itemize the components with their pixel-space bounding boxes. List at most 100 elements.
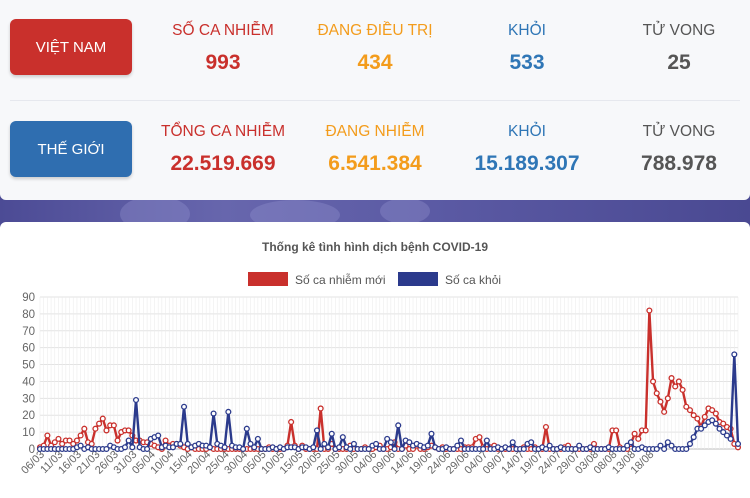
data-point-0 <box>92 425 99 432</box>
data-point-1 <box>428 430 435 437</box>
data-point-1 <box>661 445 668 453</box>
y-tick-label: 0 <box>29 444 35 456</box>
vn-treating-value: 434 <box>357 51 393 74</box>
world-deaths-stat: TỬ VONG 788.978 <box>599 101 750 176</box>
stats-divider <box>10 100 740 101</box>
world-cases-stat: TỔNG CA NHIỄM 22.519.669 <box>143 101 303 176</box>
data-point-0 <box>66 437 73 444</box>
data-point-1 <box>450 445 457 453</box>
data-point-0 <box>712 410 719 417</box>
data-point-1 <box>716 425 723 432</box>
data-point-0 <box>690 412 697 419</box>
data-point-1 <box>528 439 535 446</box>
data-point-0 <box>642 427 649 434</box>
data-point-1 <box>698 425 705 432</box>
y-tick-label: 80 <box>22 309 35 321</box>
world-recovered-stat: KHỎI 15.189.307 <box>447 101 607 176</box>
world-cases-label: TỔNG CA NHIỄM <box>160 123 285 140</box>
data-point-1 <box>624 442 631 449</box>
vietnam-stats-row: VIỆT NAM SỐ CA NHIỄM 993 ĐANG ĐIỀU TRỊ 4… <box>0 0 750 100</box>
data-point-1 <box>77 442 84 449</box>
data-point-1 <box>350 440 357 447</box>
y-tick-label: 30 <box>22 393 35 405</box>
data-point-0 <box>613 427 620 434</box>
data-point-1 <box>240 445 247 453</box>
data-point-1 <box>210 410 217 417</box>
data-point-0 <box>631 430 638 437</box>
data-point-1 <box>180 403 188 410</box>
chart-title: Thống kê tình hình dịch bệnh COVID-19 <box>262 240 488 254</box>
data-point-1 <box>683 445 690 453</box>
legend-label-0: Số ca nhiễm mới <box>295 272 386 287</box>
data-point-0 <box>114 437 121 444</box>
legend-swatch-0 <box>248 272 288 286</box>
data-point-1 <box>251 444 258 451</box>
data-point-0 <box>701 413 708 420</box>
world-active-value: 6.541.384 <box>328 152 422 175</box>
data-point-0 <box>542 423 550 431</box>
data-point-1 <box>627 439 634 446</box>
data-point-1 <box>424 442 431 449</box>
data-point-0 <box>288 418 295 426</box>
world-cases-value: 22.519.669 <box>170 152 276 175</box>
data-point-0 <box>653 390 660 397</box>
data-point-0 <box>686 407 694 414</box>
data-point-1 <box>391 445 398 453</box>
series-line-0 <box>39 309 739 451</box>
data-point-1 <box>336 444 343 451</box>
y-tick-label: 20 <box>22 410 35 422</box>
data-point-1 <box>542 445 550 453</box>
vn-recovered-stat: KHỎI 533 <box>447 0 607 75</box>
world-button[interactable]: THẾ GIỚI <box>10 121 132 177</box>
stats-panel: VIỆT NAM SỐ CA NHIỄM 993 ĐANG ĐIỀU TRỊ 4… <box>0 0 750 200</box>
vietnam-button[interactable]: VIỆT NAM <box>10 19 132 75</box>
data-point-0 <box>679 386 686 393</box>
data-point-1 <box>505 445 513 453</box>
data-point-1 <box>155 432 162 439</box>
data-point-1 <box>509 439 516 446</box>
data-point-0 <box>77 432 84 439</box>
data-point-1 <box>387 439 394 446</box>
vn-deaths-stat: TỬ VONG 25 <box>599 0 750 75</box>
data-point-0 <box>110 422 117 429</box>
data-point-1 <box>406 439 413 446</box>
data-point-1 <box>310 444 317 451</box>
y-tick-label: 60 <box>22 343 35 355</box>
data-point-1 <box>664 439 671 446</box>
data-point-1 <box>734 440 742 447</box>
world-recovered-value: 15.189.307 <box>474 152 580 175</box>
data-point-0 <box>635 435 642 442</box>
data-point-1 <box>576 442 583 449</box>
vn-cases-value: 993 <box>205 51 241 74</box>
data-point-1 <box>177 440 184 447</box>
data-point-1 <box>657 442 664 449</box>
data-point-1 <box>395 422 402 429</box>
world-deaths-value: 788.978 <box>641 152 717 175</box>
data-point-1 <box>620 445 627 453</box>
vn-treating-stat: ĐANG ĐIỀU TRỊ 434 <box>295 0 455 75</box>
vn-deaths-label: TỬ VONG <box>642 22 716 39</box>
data-point-1 <box>701 422 708 429</box>
data-point-1 <box>690 434 697 441</box>
data-point-1 <box>206 444 213 451</box>
y-tick-label: 90 <box>22 292 35 304</box>
data-point-1 <box>103 445 110 453</box>
data-point-1 <box>339 434 346 441</box>
data-point-1 <box>347 445 354 453</box>
y-tick-label: 50 <box>22 360 35 372</box>
data-point-0 <box>672 383 679 390</box>
data-point-1 <box>313 427 321 434</box>
data-point-1 <box>121 444 128 451</box>
covid-line-chart: Thống kê tình hình dịch bệnh COVID-19 Số … <box>19 240 742 477</box>
data-point-1 <box>129 444 136 451</box>
data-point-1 <box>653 445 660 453</box>
world-stats-row: THẾ GIỚI TỔNG CA NHIỄM 22.519.669 ĐANG N… <box>0 101 750 201</box>
data-point-1 <box>480 445 487 453</box>
vn-recovered-label: KHỎI <box>508 22 546 39</box>
data-point-1 <box>723 432 730 439</box>
data-point-1 <box>317 445 324 453</box>
data-point-0 <box>661 408 668 415</box>
world-active-label: ĐANG NHIỄM <box>325 123 425 140</box>
data-point-1 <box>457 437 465 444</box>
data-point-0 <box>103 427 110 434</box>
